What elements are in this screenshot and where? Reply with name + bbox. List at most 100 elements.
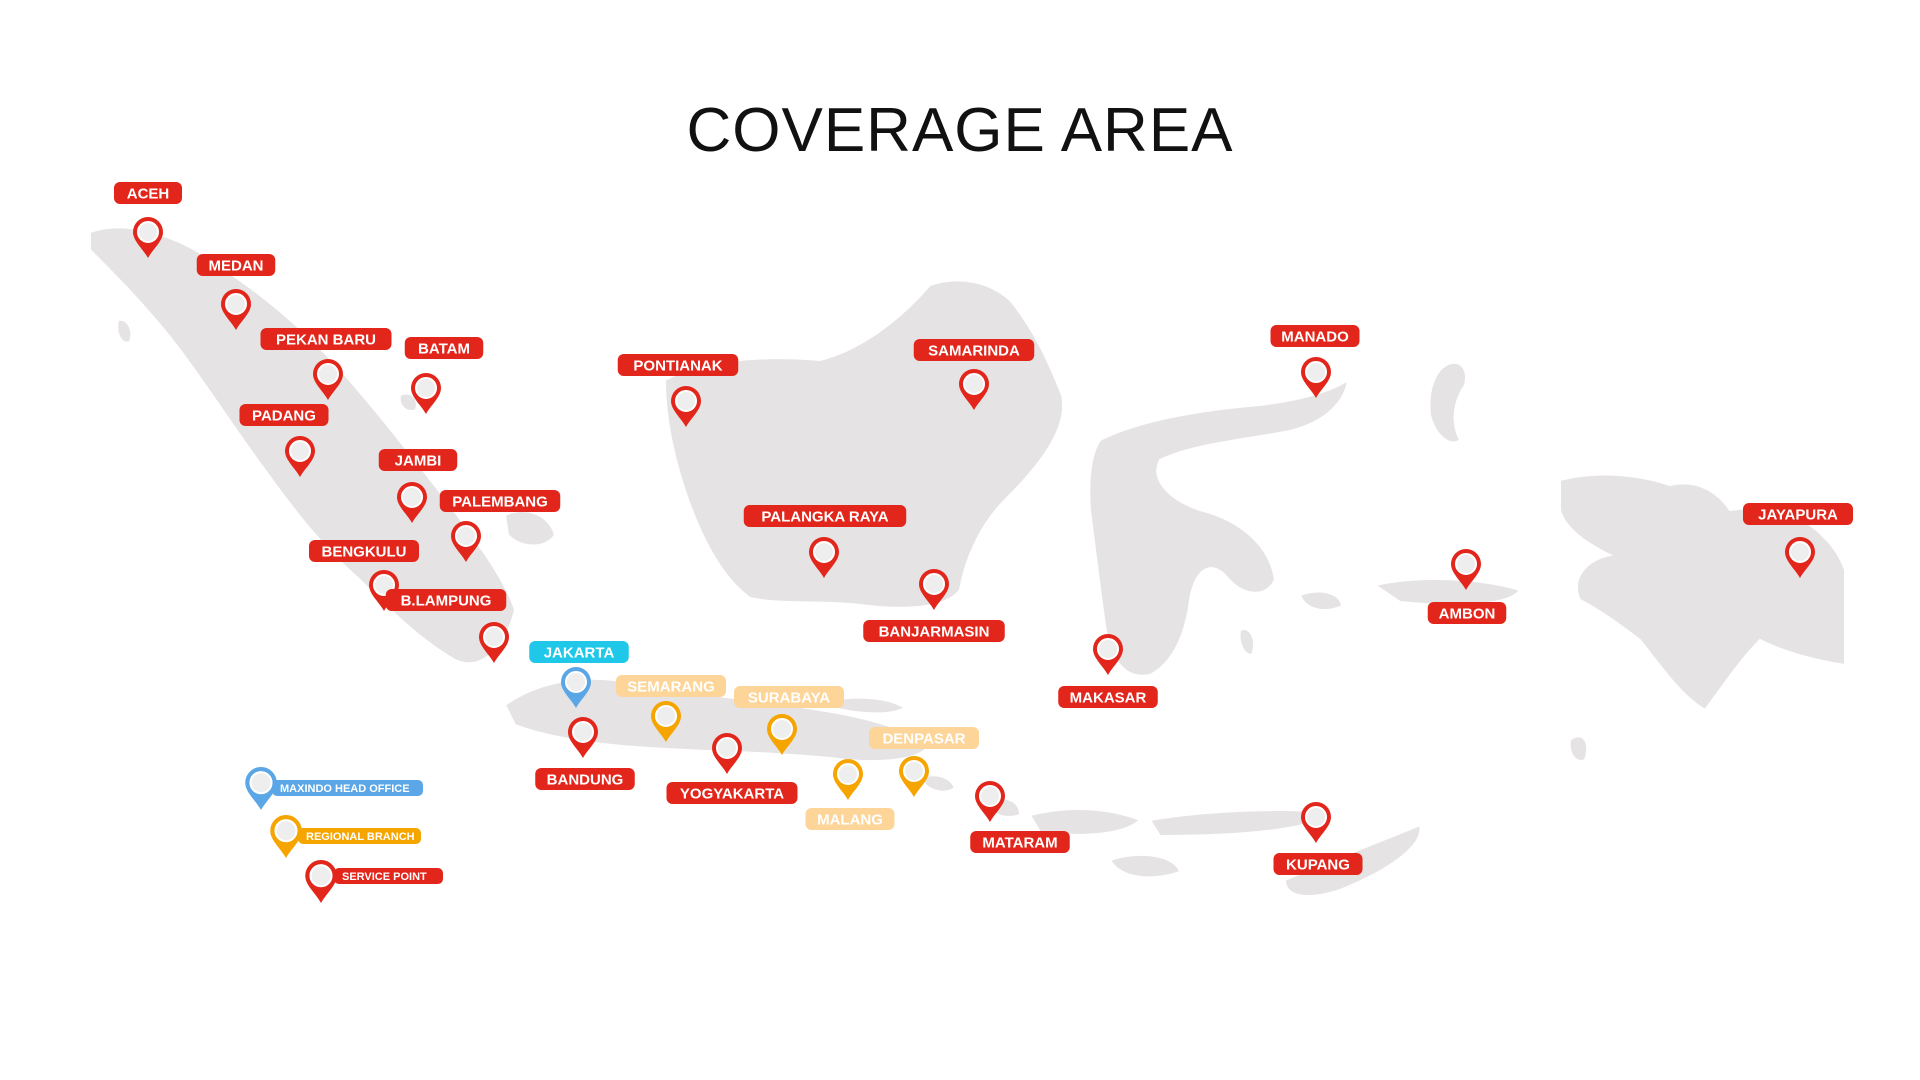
regional-branch-malang[interactable]: MALANG [805,759,895,830]
makasar-pin-dot [1097,638,1119,660]
medan-label-bg [196,254,276,276]
banjarmasin-label: BANJARMASIN [879,624,990,641]
service-point-aceh[interactable]: ACEH [114,182,182,258]
legend-head-office-pin-dot [249,771,273,795]
service-point-jambi[interactable]: JAMBI [378,449,458,523]
b-lampung-label-bg [385,589,507,611]
service-point-padang[interactable]: PADANG [239,404,329,477]
denpasar-pin-dot [903,760,925,782]
service-point-medan[interactable]: MEDAN [196,254,276,330]
padang-label: PADANG [252,408,316,425]
mataram-pin-dot [979,785,1001,807]
head-office-jakarta[interactable]: JAKARTA [529,641,629,708]
jakarta-pin-dot [565,671,587,693]
malang-label-bg [805,808,895,830]
service-point-jayapura[interactable]: JAYAPURA [1743,503,1853,578]
jambi-label: JAMBI [395,453,442,470]
malang-label: MALANG [817,812,883,829]
denpasar-label-bg [869,727,979,749]
ambon-pin-dot [1455,553,1477,575]
palangka-raya-pin-dot [813,541,835,563]
service-point-palangka-raya[interactable]: PALANGKA RAYA [743,505,907,578]
batam-label-bg [404,337,484,359]
banjarmasin-label-bg [863,620,1005,642]
padang-pin-dot [289,440,311,462]
medan-label: MEDAN [209,258,264,275]
service-point-yogyakarta[interactable]: YOGYAKARTA [666,733,798,804]
legend-service-point-pin-dot [309,864,333,888]
mataram-label: MATARAM [982,835,1057,852]
medan-pin-dot [225,293,247,315]
pontianak-label-bg [617,354,739,376]
manado-label-bg [1270,325,1360,347]
service-point-makasar[interactable]: MAKASAR [1058,634,1158,708]
legend-regional-branch-label: REGIONAL BRANCH [306,831,415,843]
padang-label-bg [239,404,329,426]
regional-branch-denpasar[interactable]: DENPASAR [869,727,979,797]
jambi-label-bg [378,449,458,471]
service-point-mataram[interactable]: MATARAM [970,781,1070,853]
service-point-palembang[interactable]: PALEMBANG [439,490,561,562]
kupang-label-bg [1273,853,1363,875]
bengkulu-label: BENGKULU [322,544,407,561]
legend-regional-branch-pin-dot [274,819,298,843]
pekan-baru-label: PEKAN BARU [276,332,376,349]
legend-service-point-bg [334,868,443,884]
regional-branch-semarang[interactable]: SEMARANG [616,675,726,742]
batam-label: BATAM [418,341,470,358]
legend-head-office-label: MAXINDO HEAD OFFICE [280,783,410,795]
legend-regional-branch: REGIONAL BRANCH [270,814,421,858]
papua-island [1559,473,1846,712]
b-lampung-pin-dot [483,626,505,648]
b-lampung-label: B.LAMPUNG [401,593,492,610]
aceh-label: ACEH [127,186,170,203]
regional-branch-surabaya[interactable]: SURABAYA [734,686,844,755]
legend-service-point-label: SERVICE POINT [342,871,427,883]
manado-pin-dot [1305,361,1327,383]
palembang-pin-dot [455,525,477,547]
legend-head-office: MAXINDO HEAD OFFICE [245,766,423,810]
yogyakarta-label-bg [666,782,798,804]
madura-island [833,696,907,715]
bangka-island [503,510,557,547]
service-point-ambon[interactable]: AMBON [1427,549,1507,624]
service-point-banjarmasin[interactable]: BANJARMASIN [863,569,1005,642]
yogyakarta-pin-dot [716,737,738,759]
service-point-b-lampung[interactable]: B.LAMPUNG [385,589,509,663]
palangka-raya-label: PALANGKA RAYA [761,509,888,526]
malang-pin-dot [837,763,859,785]
pekan-baru-label-bg [260,328,392,350]
kupang-pin-dot [1305,806,1327,828]
mataram-label-bg [970,831,1070,853]
palembang-label: PALEMBANG [452,494,548,511]
service-point-pekan-baru[interactable]: PEKAN BARU [260,328,392,400]
map-title: COVERAGE AREA [686,96,1234,165]
bali-island [918,774,957,793]
riau-islands [398,392,418,412]
service-point-batam[interactable]: BATAM [404,337,484,414]
jayapura-label-bg [1743,503,1853,525]
halmahera-island [1428,361,1467,444]
legend-head-office-bg [272,780,423,796]
semarang-label-bg [616,675,726,697]
semarang-pin-dot [655,705,677,727]
surabaya-pin-dot [771,718,793,740]
surabaya-label: SURABAYA [748,690,830,707]
ambon-label: AMBON [1439,606,1496,623]
makasar-label-bg [1058,686,1158,708]
service-point-kupang[interactable]: KUPANG [1273,802,1363,875]
pontianak-pin-dot [675,390,697,412]
jayapura-label: JAYAPURA [1758,507,1838,524]
samarinda-label: SAMARINDA [928,343,1020,360]
service-point-samarinda[interactable]: SAMARINDA [913,339,1035,410]
service-point-bandung[interactable]: BANDUNG [535,717,635,790]
bandung-pin-dot [572,721,594,743]
seram-island [1372,578,1522,606]
service-point-manado[interactable]: MANADO [1270,325,1360,398]
jakarta-label: JAKARTA [544,645,615,662]
service-point-pontianak[interactable]: PONTIANAK [617,354,739,427]
jayapura-pin-dot [1789,541,1811,563]
samarinda-pin-dot [963,373,985,395]
manado-label: MANADO [1281,329,1349,346]
